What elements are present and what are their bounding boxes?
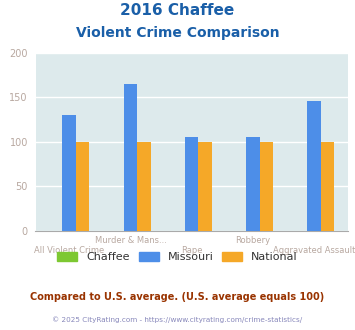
Legend: Chaffee, Missouri, National: Chaffee, Missouri, National [53, 248, 302, 267]
Text: © 2025 CityRating.com - https://www.cityrating.com/crime-statistics/: © 2025 CityRating.com - https://www.city… [53, 317, 302, 323]
Text: Compared to U.S. average. (U.S. average equals 100): Compared to U.S. average. (U.S. average … [31, 292, 324, 302]
Bar [246, 137, 260, 231]
Bar [137, 142, 151, 231]
Text: Murder & Mans...: Murder & Mans... [94, 236, 166, 245]
Text: Violent Crime Comparison: Violent Crime Comparison [76, 26, 279, 40]
Text: Rape: Rape [181, 246, 202, 255]
Bar [76, 142, 89, 231]
Bar [321, 142, 334, 231]
Text: Robbery: Robbery [235, 236, 271, 245]
Bar [185, 137, 198, 231]
Bar [198, 142, 212, 231]
Bar [124, 84, 137, 231]
Text: 2016 Chaffee: 2016 Chaffee [120, 3, 235, 18]
Bar [62, 115, 76, 231]
Bar [260, 142, 273, 231]
Bar [307, 101, 321, 231]
Text: Aggravated Assault: Aggravated Assault [273, 246, 355, 255]
Text: All Violent Crime: All Violent Crime [34, 246, 104, 255]
